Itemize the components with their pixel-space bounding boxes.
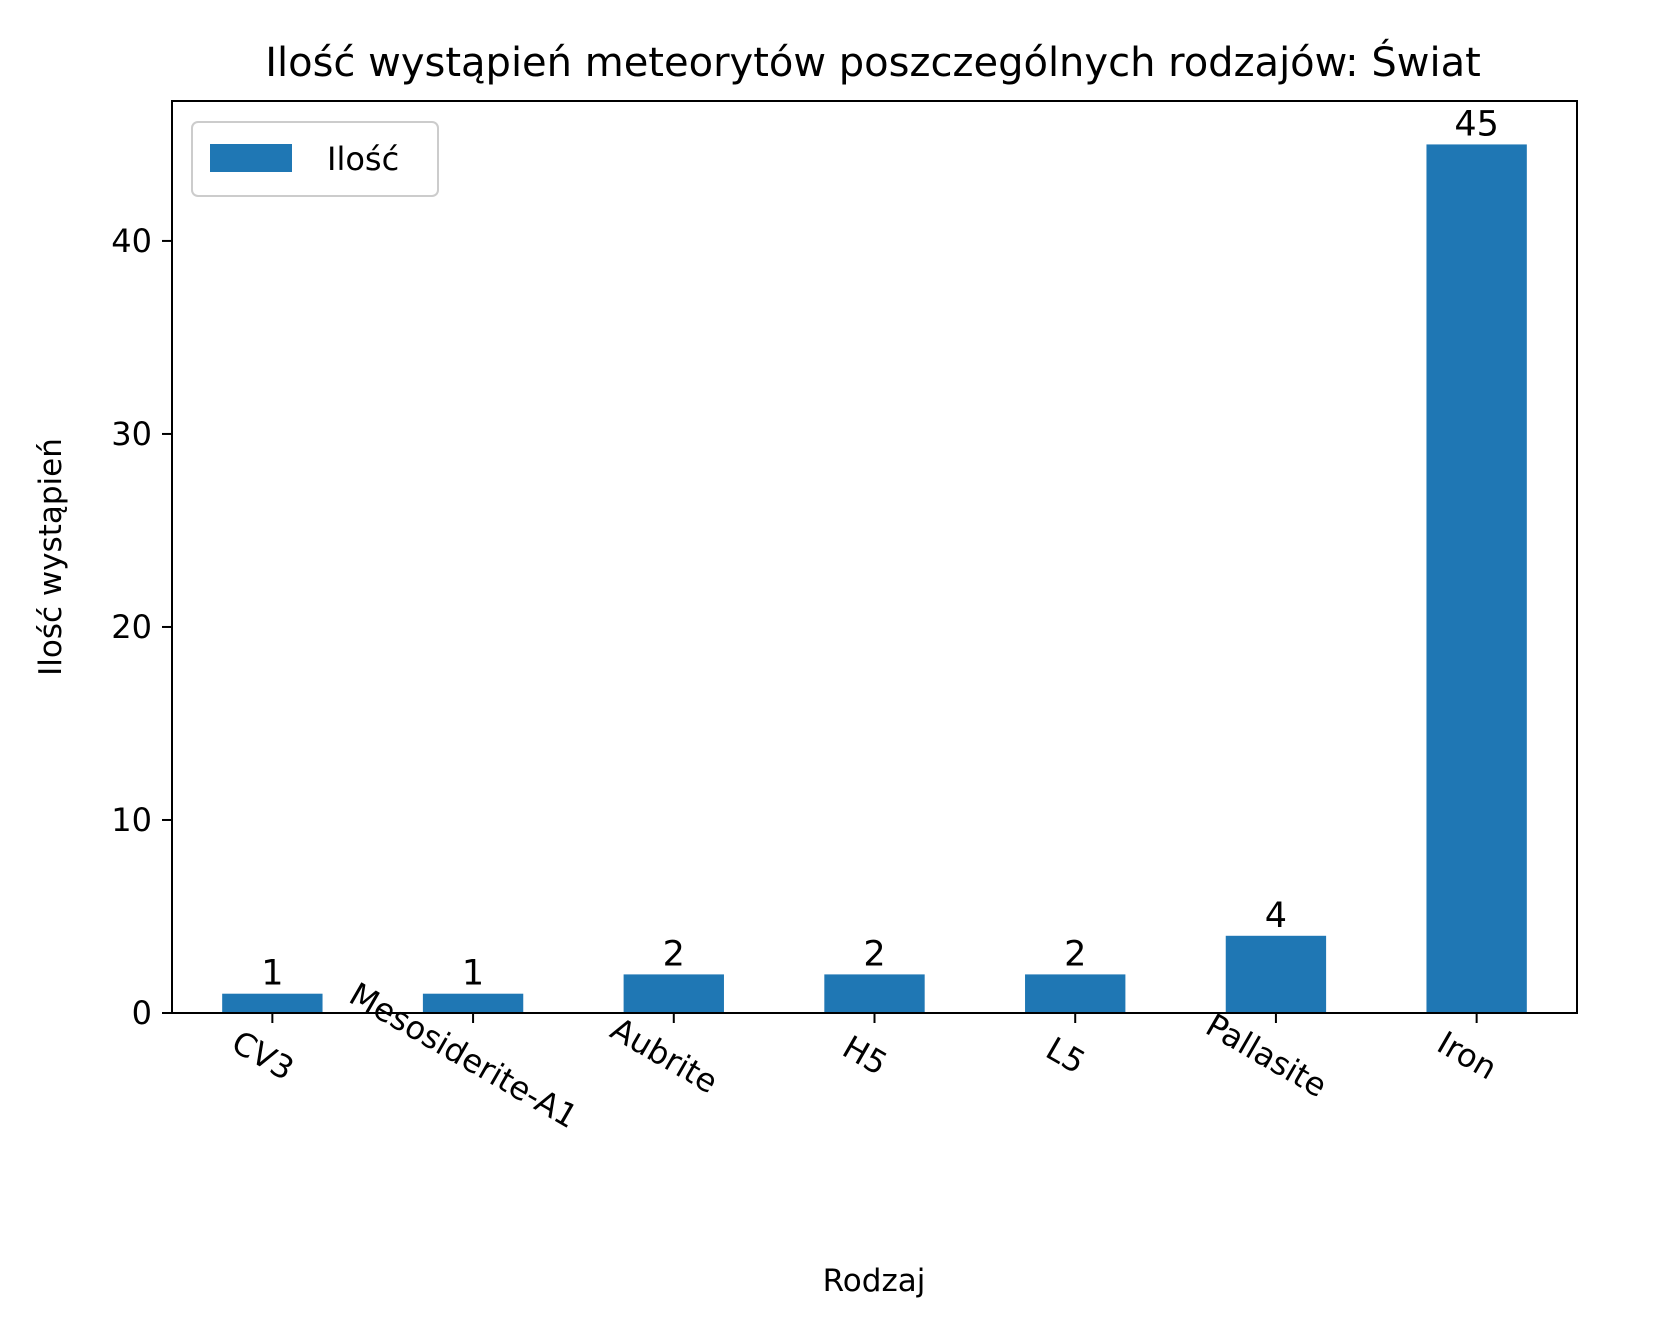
bar-value-label: 4 — [1265, 896, 1287, 936]
bar-value-label: 45 — [1454, 104, 1499, 144]
bar — [1225, 935, 1327, 1013]
x-tick-label: Aubrite — [604, 1010, 724, 1101]
bar-value-label: 2 — [1064, 934, 1086, 974]
bar — [1426, 144, 1527, 1013]
bar — [422, 993, 524, 1013]
bar — [623, 974, 724, 1013]
y-tick-label: 40 — [111, 222, 152, 260]
bar-value-label: 1 — [462, 954, 484, 994]
legend: Ilość — [191, 121, 439, 197]
legend-swatch — [210, 144, 292, 172]
legend-frame — [191, 121, 439, 197]
y-tick-label: 30 — [111, 415, 152, 453]
x-tick-label: Iron — [1431, 1024, 1503, 1088]
x-axis-label: Rodzaj — [823, 1263, 926, 1299]
bar-value-label: 2 — [663, 934, 685, 974]
x-tick-label: CV3 — [225, 1023, 300, 1088]
legend-label: Ilość — [327, 140, 399, 178]
y-tick-label: 0 — [132, 994, 152, 1032]
chart-title: Ilość wystąpień meteorytów poszczególnyc… — [265, 38, 1481, 86]
bar-value-label: 1 — [261, 954, 283, 994]
y-axis-label: Ilość wystąpień — [33, 438, 69, 676]
axes-frame — [171, 100, 1578, 1014]
bar — [1025, 974, 1126, 1013]
bar-value-label: 2 — [863, 934, 885, 974]
x-tick-label: H5 — [836, 1028, 893, 1083]
bar — [222, 993, 323, 1013]
y-tick-label: 20 — [111, 608, 152, 646]
plot-area: 0102030401CV31Mesosiderite-A12Aubrite2H5… — [111, 104, 1527, 1136]
y-tick-label: 10 — [111, 801, 152, 839]
x-tick-label: L5 — [1040, 1029, 1092, 1081]
bar — [824, 974, 925, 1013]
x-tick-label: Pallasite — [1199, 1006, 1333, 1105]
